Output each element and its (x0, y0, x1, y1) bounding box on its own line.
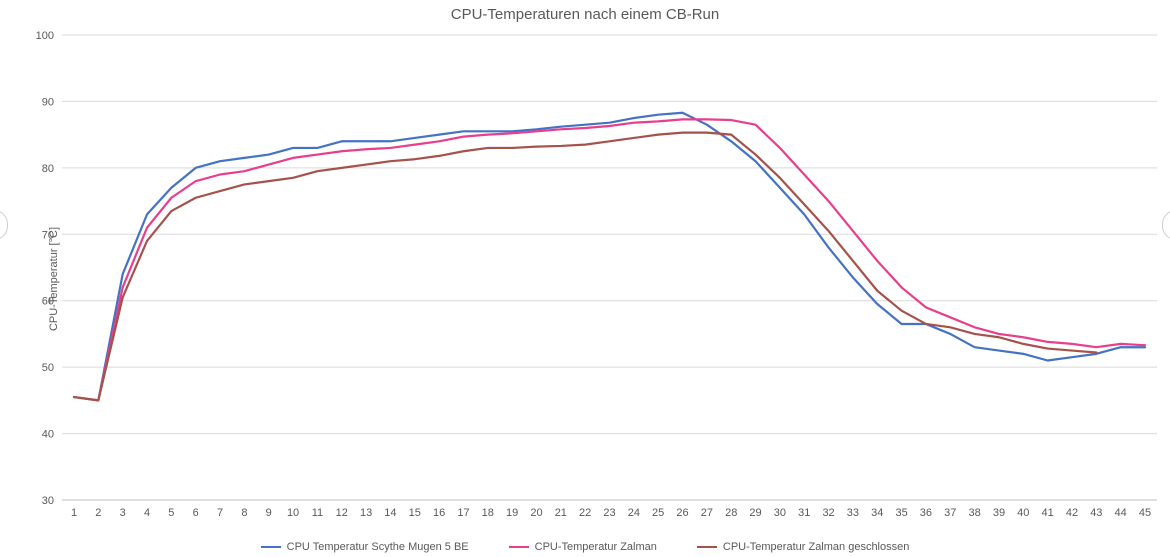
x-tick-label: 35 (895, 507, 907, 519)
crop-handle-left (0, 210, 8, 240)
x-tick-label: 28 (725, 507, 737, 519)
x-tick-label: 44 (1115, 507, 1127, 519)
y-tick-label: 30 (42, 495, 54, 507)
x-tick-label: 9 (266, 507, 272, 519)
x-tick-label: 3 (120, 507, 126, 519)
x-tick-label: 37 (944, 507, 956, 519)
legend-label: CPU-Temperatur Zalman geschlossen (723, 541, 909, 553)
x-tick-label: 10 (287, 507, 299, 519)
legend-label: CPU Temperatur Scythe Mugen 5 BE (287, 541, 469, 553)
x-tick-label: 12 (336, 507, 348, 519)
x-tick-label: 26 (676, 507, 688, 519)
x-tick-label: 40 (1017, 507, 1029, 519)
y-tick-label: 80 (42, 163, 54, 175)
x-tick-label: 23 (603, 507, 615, 519)
chart-container: CPU-Temperaturen nach einem CB-Run CPU-T… (0, 0, 1170, 557)
x-tick-label: 16 (433, 507, 445, 519)
x-tick-label: 19 (506, 507, 518, 519)
x-tick-label: 29 (749, 507, 761, 519)
x-tick-label: 24 (628, 507, 640, 519)
x-tick-label: 25 (652, 507, 664, 519)
x-tick-label: 7 (217, 507, 223, 519)
x-tick-label: 11 (312, 507, 323, 519)
y-tick-label: 50 (42, 362, 54, 374)
x-tick-label: 33 (847, 507, 859, 519)
series-line-1 (74, 119, 1145, 400)
legend-swatch (261, 546, 281, 549)
chart-title: CPU-Temperaturen nach einem CB-Run (0, 6, 1170, 23)
x-tick-label: 4 (144, 507, 150, 519)
x-tick-label: 5 (168, 507, 174, 519)
x-tick-label: 38 (968, 507, 980, 519)
y-tick-label: 100 (36, 30, 54, 42)
legend-swatch (697, 546, 717, 549)
x-tick-label: 43 (1090, 507, 1102, 519)
x-tick-label: 36 (920, 507, 932, 519)
x-tick-label: 27 (701, 507, 713, 519)
x-tick-label: 14 (384, 507, 396, 519)
x-tick-label: 15 (409, 507, 421, 519)
legend-item-1: CPU-Temperatur Zalman (509, 541, 657, 553)
legend-swatch (509, 546, 529, 549)
y-tick-label: 40 (42, 429, 54, 441)
y-tick-label: 70 (42, 229, 54, 241)
y-tick-label: 60 (42, 296, 54, 308)
legend: CPU Temperatur Scythe Mugen 5 BE CPU-Temp… (0, 541, 1170, 553)
x-tick-label: 42 (1066, 507, 1078, 519)
x-tick-label: 34 (871, 507, 883, 519)
x-tick-label: 13 (360, 507, 372, 519)
legend-item-2: CPU-Temperatur Zalman geschlossen (697, 541, 909, 553)
plot-svg: 3040506070809010012345678910111213141516… (62, 35, 1157, 500)
x-tick-label: 22 (579, 507, 591, 519)
x-tick-label: 2 (95, 507, 101, 519)
plot-area: 3040506070809010012345678910111213141516… (62, 35, 1157, 500)
y-tick-label: 90 (42, 96, 54, 108)
x-tick-label: 31 (798, 507, 810, 519)
x-tick-label: 41 (1042, 507, 1054, 519)
crop-handle-right (1162, 210, 1170, 240)
x-tick-label: 1 (71, 507, 77, 519)
x-tick-label: 21 (555, 507, 567, 519)
x-tick-label: 39 (993, 507, 1005, 519)
x-tick-label: 17 (457, 507, 469, 519)
x-tick-label: 18 (482, 507, 494, 519)
legend-item-0: CPU Temperatur Scythe Mugen 5 BE (261, 541, 469, 553)
x-tick-label: 20 (530, 507, 542, 519)
y-axis-label: CPU-Temperatur [°C] (48, 226, 60, 330)
x-tick-label: 45 (1139, 507, 1151, 519)
x-tick-label: 8 (241, 507, 247, 519)
x-tick-label: 32 (822, 507, 834, 519)
x-tick-label: 30 (774, 507, 786, 519)
series-line-0 (74, 113, 1145, 401)
legend-label: CPU-Temperatur Zalman (535, 541, 657, 553)
x-tick-label: 6 (193, 507, 199, 519)
